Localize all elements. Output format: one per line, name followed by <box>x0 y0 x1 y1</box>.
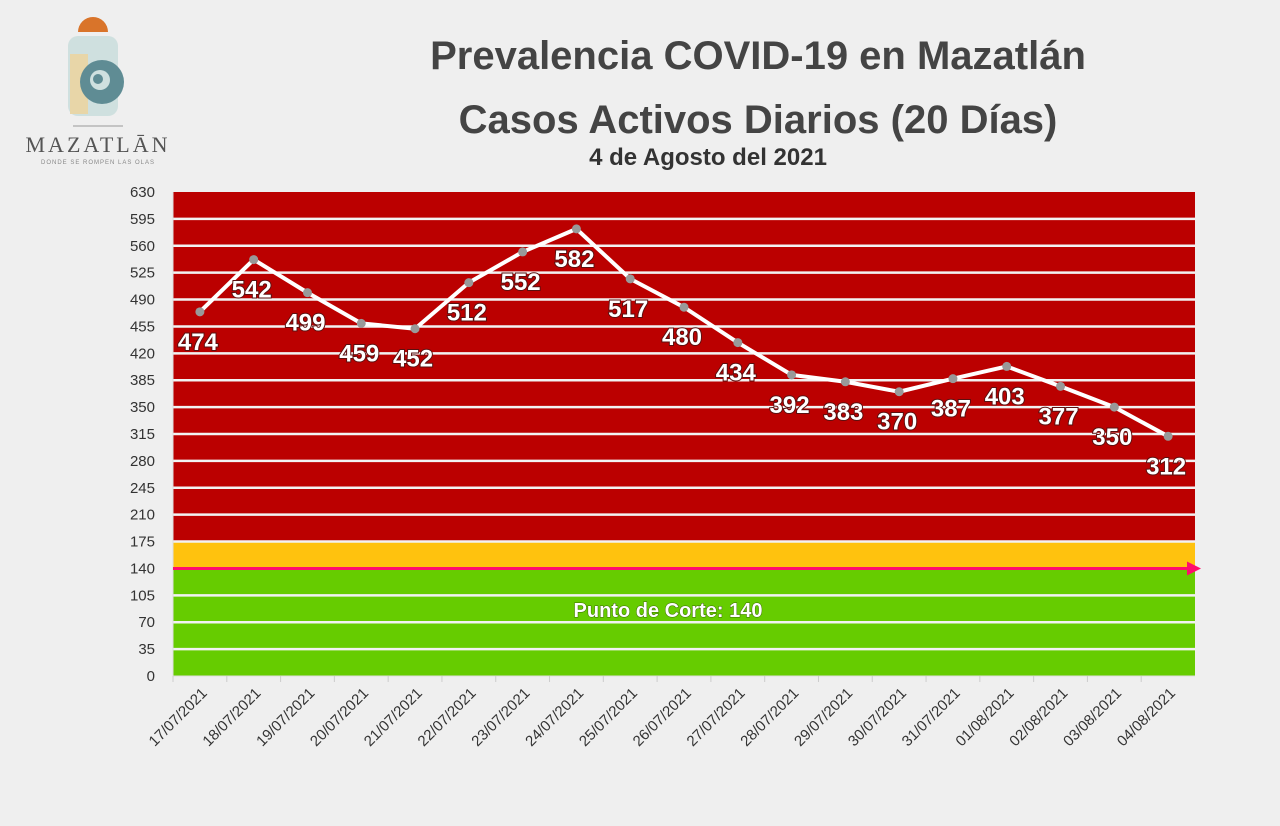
y-tick-label: 245 <box>130 480 155 497</box>
data-label: 552 <box>501 269 541 296</box>
logo-tagline: DONDE SE ROMPEN LAS OLAS <box>40 160 156 166</box>
data-label: 480 <box>662 324 702 351</box>
data-point <box>195 307 205 317</box>
y-tick-label: 105 <box>130 587 155 604</box>
data-point <box>518 247 528 257</box>
chart-title: Prevalencia COVID-19 en Mazatlán <box>430 34 1086 78</box>
data-point <box>948 374 958 384</box>
data-point <box>840 377 850 387</box>
y-tick-label: 385 <box>130 372 155 389</box>
data-label: 582 <box>554 246 594 273</box>
data-point <box>787 370 797 380</box>
data-point <box>410 324 420 334</box>
y-tick-label: 140 <box>130 560 155 577</box>
data-label: 387 <box>931 396 971 423</box>
mazatlan-logo: MAZATLĀN DONDE SE ROMPEN LAS OLAS <box>18 14 178 174</box>
y-tick-label: 70 <box>138 614 155 631</box>
data-point <box>464 278 474 288</box>
data-label: 452 <box>393 346 433 373</box>
data-label: 459 <box>339 340 379 367</box>
data-label: 350 <box>1092 424 1132 451</box>
y-tick-label: 595 <box>130 211 155 228</box>
chart-subtitle: Casos Activos Diarios (20 Días) <box>458 98 1058 142</box>
data-label: 312 <box>1146 453 1186 480</box>
logo-shell-icon <box>68 17 124 127</box>
data-label: 392 <box>770 392 810 419</box>
data-label: 383 <box>823 399 863 426</box>
data-point <box>733 338 743 348</box>
data-point <box>1163 431 1173 441</box>
logo-wordmark: MAZATLĀN <box>25 132 171 157</box>
y-tick-label: 630 <box>130 184 155 201</box>
y-tick-label: 560 <box>130 238 155 255</box>
band-1 <box>173 541 1195 569</box>
data-label: 377 <box>1039 403 1079 430</box>
y-tick-label: 315 <box>130 426 155 443</box>
y-tick-label: 35 <box>138 641 155 658</box>
data-label: 403 <box>985 383 1025 410</box>
data-point <box>679 302 689 312</box>
data-point <box>1002 361 1012 371</box>
data-label: 499 <box>285 310 325 337</box>
band-2 <box>173 192 1195 542</box>
data-point <box>1109 402 1119 412</box>
data-label: 512 <box>447 300 487 327</box>
data-point <box>894 387 904 397</box>
y-tick-label: 280 <box>130 453 155 470</box>
data-point <box>571 224 581 234</box>
data-label: 370 <box>877 409 917 436</box>
data-point <box>1056 381 1066 391</box>
y-tick-label: 420 <box>130 345 155 362</box>
data-point <box>356 318 366 328</box>
data-label: 434 <box>716 360 757 387</box>
chart-date: 4 de Agosto del 2021 <box>589 144 827 171</box>
y-tick-label: 490 <box>130 292 155 309</box>
threshold-arrow-icon <box>1187 561 1201 576</box>
y-tick-label: 350 <box>130 399 155 416</box>
y-tick-label: 455 <box>130 318 155 335</box>
y-tick-label: 525 <box>130 265 155 282</box>
data-label: 542 <box>232 277 272 304</box>
y-tick-label: 0 <box>147 668 155 685</box>
data-label: 517 <box>608 296 648 323</box>
threshold-label: Punto de Corte: 140 <box>574 600 763 622</box>
x-tick-label: 04/08/2021 <box>1114 685 1179 750</box>
data-point <box>249 255 259 265</box>
data-label: 474 <box>178 329 219 356</box>
data-point <box>302 288 312 298</box>
y-tick-label: 210 <box>130 507 155 524</box>
data-point <box>625 274 635 284</box>
y-tick-label: 175 <box>130 534 155 551</box>
